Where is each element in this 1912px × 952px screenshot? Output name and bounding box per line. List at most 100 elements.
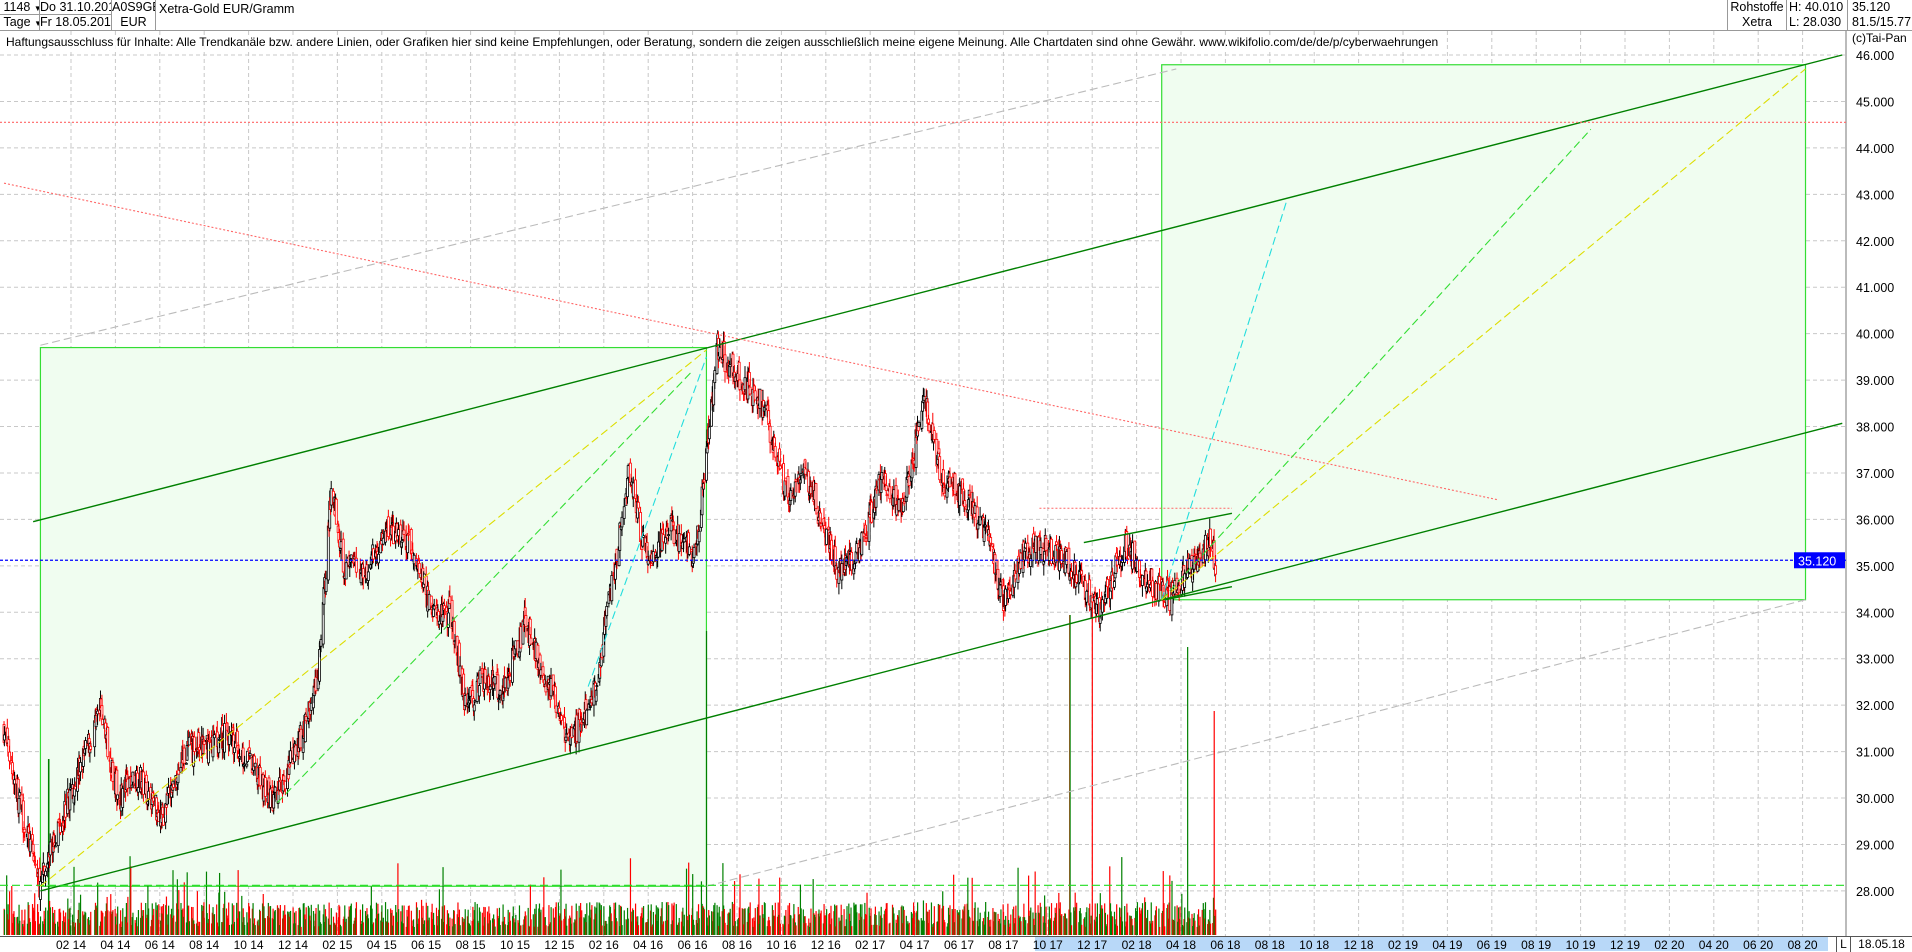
candle-body bbox=[354, 557, 358, 573]
volume-bar bbox=[54, 909, 56, 935]
candle-body bbox=[167, 786, 170, 794]
period-dropdown[interactable]: Tage ▼ bbox=[0, 15, 39, 31]
time-axis[interactable] bbox=[0, 936, 1912, 952]
volume-bar bbox=[566, 925, 568, 935]
volume-bar bbox=[216, 904, 218, 935]
volume-bar bbox=[34, 893, 36, 935]
candle-body bbox=[111, 761, 115, 782]
volume-bar bbox=[129, 856, 131, 935]
volume-bar bbox=[441, 906, 443, 935]
candle-body bbox=[814, 483, 818, 509]
volume-bar bbox=[182, 908, 184, 935]
candle-body bbox=[738, 379, 742, 390]
volume-bar bbox=[984, 911, 986, 935]
volume-bar bbox=[208, 904, 210, 935]
volume-bar bbox=[165, 896, 168, 935]
volume-bar bbox=[574, 919, 576, 935]
candle-body bbox=[1034, 535, 1038, 553]
candle-body bbox=[656, 541, 660, 558]
volume-bar bbox=[53, 922, 55, 935]
volume-bar bbox=[1050, 918, 1052, 935]
volume-bar bbox=[718, 906, 720, 935]
volume-bar bbox=[895, 919, 897, 935]
volume-bar bbox=[410, 910, 412, 935]
candle-body bbox=[192, 736, 196, 752]
volume-bar bbox=[223, 903, 225, 935]
volume-bar bbox=[1167, 904, 1169, 935]
volume-bar bbox=[589, 902, 591, 935]
dropdown-arrow-icon[interactable]: ▼ bbox=[34, 4, 39, 13]
volume-bar bbox=[350, 903, 352, 935]
volume-bar bbox=[28, 904, 30, 935]
volume-bar bbox=[866, 892, 868, 935]
volume-bar bbox=[1024, 917, 1026, 935]
volume-bar bbox=[481, 912, 483, 935]
volume-bar bbox=[19, 920, 21, 935]
volume-bar bbox=[1043, 922, 1045, 935]
volume-bar bbox=[494, 926, 496, 935]
x-tick-label: 06 19 bbox=[1477, 938, 1507, 952]
volume-bar bbox=[273, 911, 276, 935]
count-dropdown[interactable]: 1148 ▼ bbox=[0, 0, 39, 15]
date-from[interactable]: Do 31.10.2013 bbox=[40, 0, 111, 15]
volume-bar bbox=[876, 924, 878, 935]
volume-bar bbox=[977, 907, 979, 935]
volume-bar bbox=[737, 917, 740, 935]
volume-bar bbox=[188, 905, 190, 935]
volume-bar bbox=[264, 918, 266, 935]
candle-body bbox=[100, 705, 104, 720]
volume-bar bbox=[359, 909, 362, 935]
candle-body bbox=[429, 595, 433, 607]
volume-bar bbox=[1121, 921, 1124, 935]
volume-bar bbox=[529, 884, 531, 935]
candle-body bbox=[892, 489, 896, 499]
volume-bar bbox=[210, 923, 213, 935]
x-tick-label: 02 17 bbox=[855, 938, 885, 952]
volume-bar bbox=[288, 911, 290, 935]
volume-bar bbox=[571, 905, 573, 935]
volume-bar bbox=[78, 902, 80, 935]
volume-bar bbox=[442, 867, 444, 935]
volume-bar bbox=[860, 916, 862, 935]
volume-bar bbox=[783, 915, 786, 935]
candle-body bbox=[207, 740, 210, 764]
candle-body bbox=[825, 528, 828, 545]
volume-bar bbox=[883, 914, 885, 935]
volume-bar bbox=[478, 922, 480, 935]
volume-bar bbox=[376, 913, 378, 935]
volume-bar bbox=[886, 903, 888, 935]
volume-bar bbox=[645, 922, 648, 935]
volume-bar bbox=[767, 920, 769, 935]
volume-bar bbox=[319, 922, 321, 935]
volume-bar bbox=[372, 922, 375, 935]
volume-bar bbox=[930, 902, 933, 935]
volume-bar bbox=[177, 909, 179, 935]
volume-bar bbox=[1058, 908, 1061, 935]
candle-body bbox=[875, 487, 879, 491]
volume-bar bbox=[1145, 917, 1147, 935]
x-tick-label: 04 14 bbox=[100, 938, 130, 952]
candle-body bbox=[1125, 531, 1129, 558]
candle-body bbox=[1106, 578, 1109, 588]
log-scale-toggle[interactable]: L bbox=[1836, 936, 1850, 952]
candle-body bbox=[1214, 565, 1217, 575]
volume-bar bbox=[871, 924, 873, 935]
volume-bar bbox=[1084, 926, 1086, 935]
volume-bar bbox=[1035, 912, 1037, 935]
candle-body bbox=[144, 774, 148, 784]
candle-body bbox=[392, 525, 395, 545]
volume-bar bbox=[1202, 903, 1204, 935]
date-to[interactable]: Fr 18.05.2018 bbox=[40, 15, 112, 29]
volume-bar bbox=[1070, 925, 1073, 935]
candle-body bbox=[1141, 574, 1144, 586]
candle-body bbox=[1029, 558, 1033, 567]
dropdown-arrow-icon[interactable]: ▼ bbox=[34, 19, 39, 28]
count-period-selector[interactable]: 1148 ▼ Tage ▼ bbox=[0, 0, 40, 31]
volume-bar bbox=[1091, 599, 1093, 935]
volume-bar bbox=[83, 914, 85, 935]
volume-bar bbox=[1192, 926, 1194, 935]
volume-bar bbox=[1099, 893, 1101, 935]
volume-bar bbox=[167, 924, 169, 935]
volume-bar bbox=[1207, 919, 1209, 935]
